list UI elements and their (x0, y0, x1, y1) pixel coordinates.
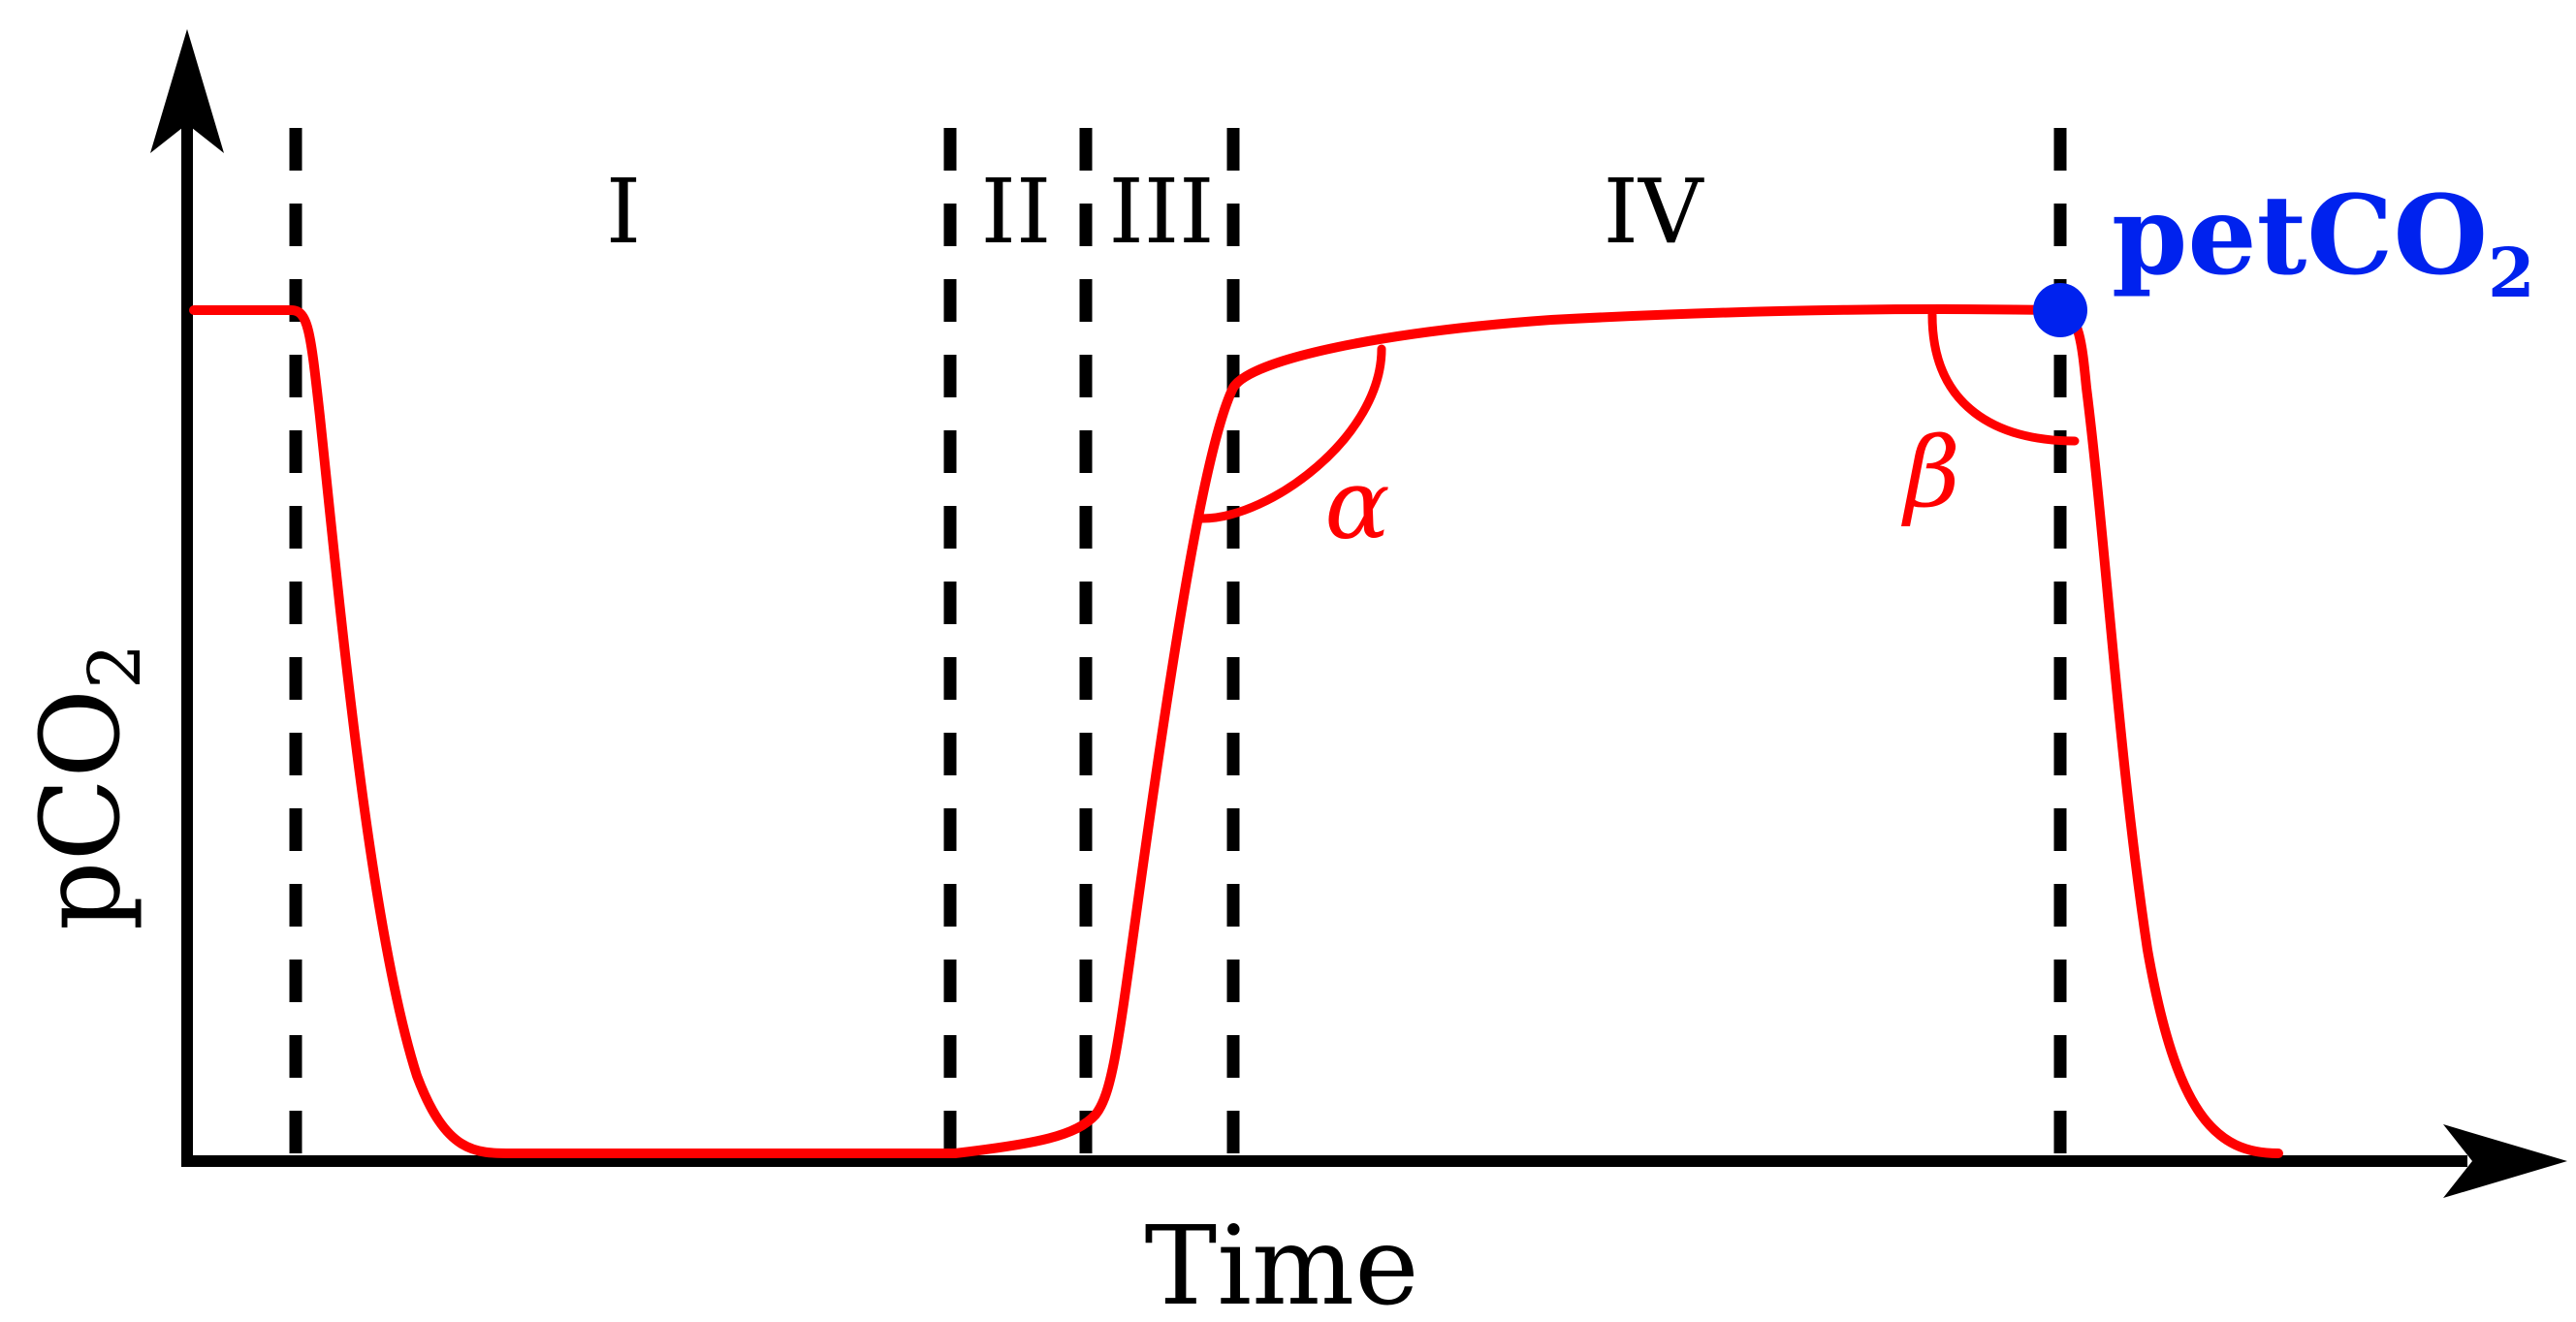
phase-boundaries (289, 128, 2067, 1158)
beta-label: β (1900, 416, 1960, 529)
x-axis-title: Time (1144, 1204, 1418, 1322)
phase-label-1: I (606, 160, 641, 264)
y-axis-title-subscript: 2 (74, 644, 157, 689)
y-axis-arrowhead (150, 29, 224, 153)
petco2-label-subscript: 2 (2488, 233, 2535, 313)
y-axis-title: pCO2 (18, 644, 157, 930)
phase-label-3: III (1108, 160, 1214, 264)
phase-label-2: II (981, 160, 1052, 264)
petco2-marker-dot (2033, 283, 2087, 337)
y-axis-title-main: pCO (18, 689, 144, 930)
capnogram-curve (189, 304, 2283, 1158)
phase-label-4: IV (1604, 160, 1704, 264)
axes (150, 29, 2567, 1198)
petco2-label-main: petCO (2112, 173, 2488, 299)
alpha-label: α (1324, 448, 1390, 561)
beta-angle-arc (1927, 310, 2080, 446)
petco2-label: petCO2 (2112, 173, 2535, 313)
x-axis-arrowhead (2443, 1124, 2567, 1198)
alpha-angle-arc (1197, 344, 1386, 523)
